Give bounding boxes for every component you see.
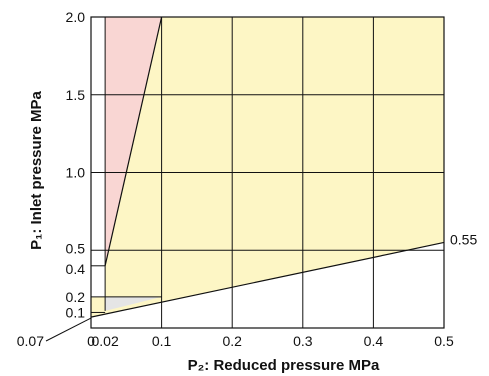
region-2	[105, 296, 162, 311]
y-tick-label: 1.5	[66, 87, 86, 103]
y-tick-label: 1.0	[66, 165, 86, 181]
x-tick-label: 0.5	[434, 333, 454, 349]
boundary-line-0	[104, 16, 163, 266]
plot-frame	[90, 16, 445, 329]
annotation-leader-line	[45, 317, 92, 342]
x-tick-label: 0.4	[364, 333, 384, 349]
boundary-line-1	[90, 241, 445, 318]
y-tick-label: 2.0	[66, 9, 86, 25]
y-tick-label: 0.2	[66, 289, 86, 305]
x-tick-label: 0.1	[152, 333, 172, 349]
x-tick-label: 0.02	[91, 333, 118, 349]
x-axis-title: P₂: Reduced pressure MPa	[188, 357, 380, 374]
y-axis-title: P₁: Inlet pressure MPa	[28, 90, 45, 249]
x-tick-label: 0.3	[293, 333, 313, 349]
y-tick-label: 0.1	[66, 304, 86, 320]
x-tick-label: 0.2	[222, 333, 242, 349]
annotation-label: 0.55	[450, 231, 477, 247]
region-0	[91, 17, 444, 318]
y-tick-label: 0.5	[66, 240, 86, 256]
annotation-label: 0.07	[17, 333, 44, 349]
y-tick-label: 0.4	[66, 261, 86, 277]
x-tick-label: 0	[87, 333, 95, 349]
